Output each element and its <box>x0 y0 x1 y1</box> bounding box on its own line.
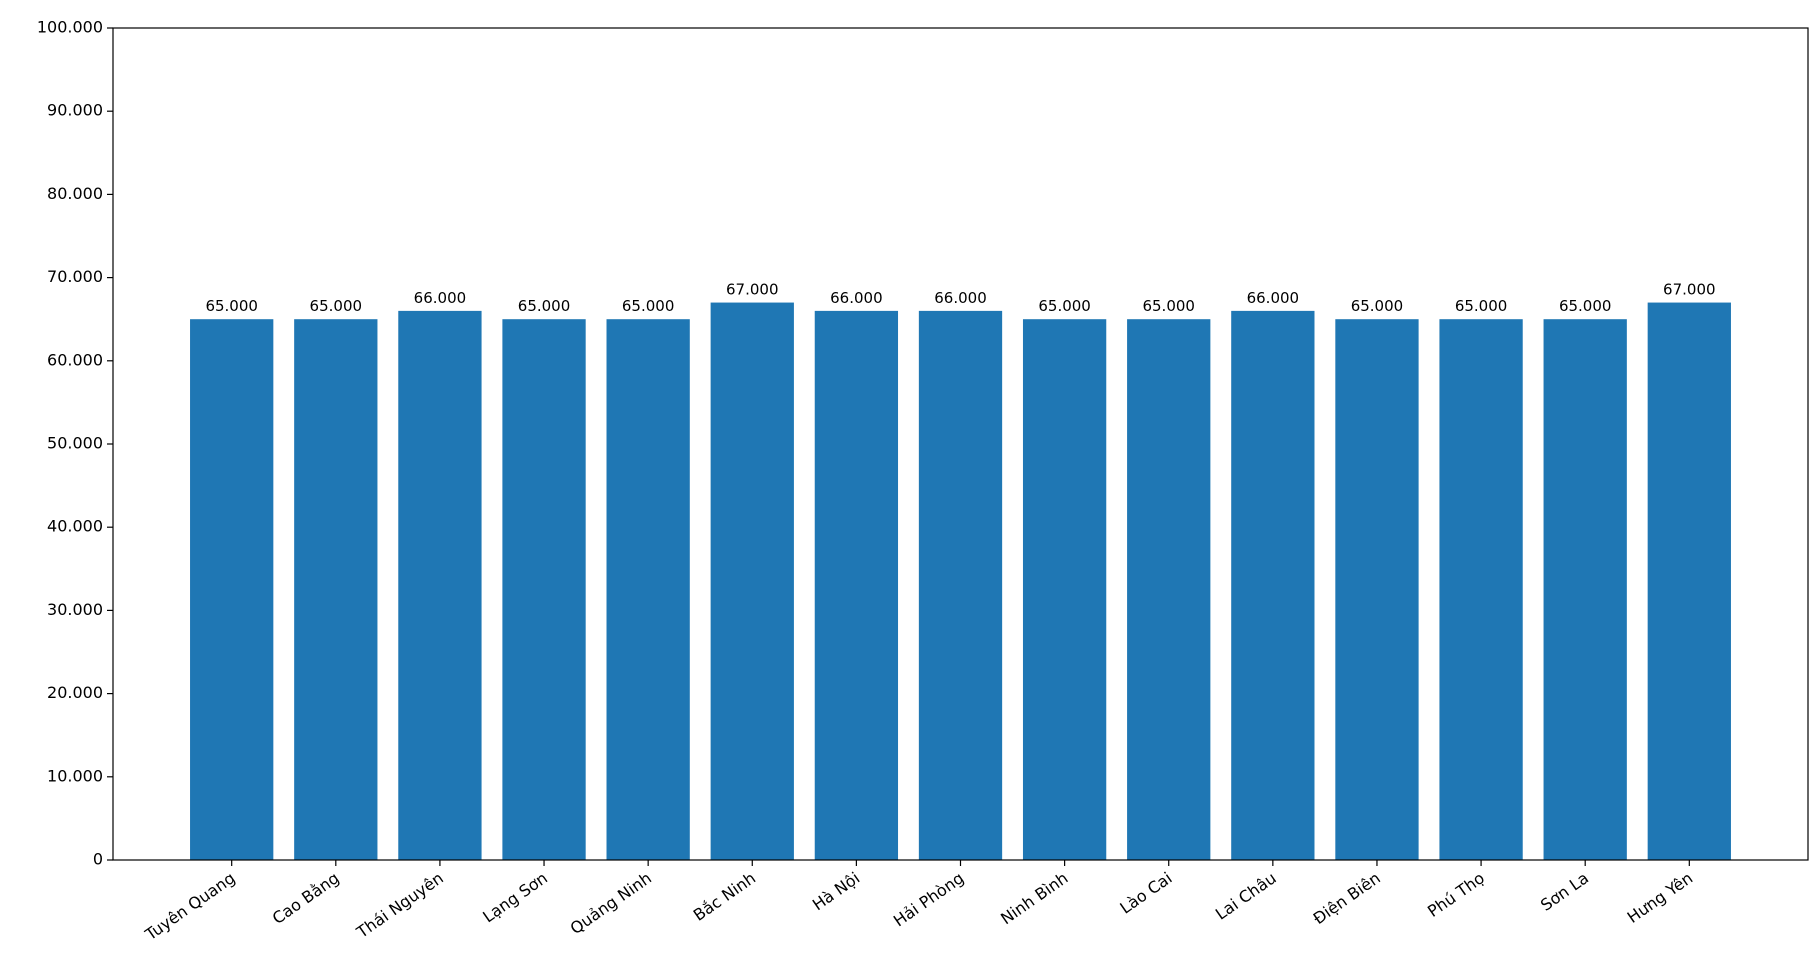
value-label: 65.000 <box>205 297 258 315</box>
value-label: 67.000 <box>1663 281 1716 299</box>
x-tick-label: Sơn La <box>1537 868 1592 914</box>
value-label: 65.000 <box>1455 297 1508 315</box>
x-tick-label: Lai Châu <box>1212 868 1280 923</box>
bar <box>606 319 690 860</box>
y-tick-label: 20.000 <box>47 683 103 702</box>
x-tick-label: Lạng Sơn <box>479 868 551 926</box>
x-tick-label: Cao Bằng <box>269 868 343 928</box>
bar <box>190 319 274 860</box>
y-tick-label: 100.000 <box>37 18 103 37</box>
value-label: 65.000 <box>622 297 675 315</box>
value-label: 66.000 <box>934 289 987 307</box>
bar <box>814 310 899 860</box>
x-tick-label: Phú Thọ <box>1424 868 1488 921</box>
x-tick-label: Thái Nguyên <box>352 868 446 942</box>
plot-frame <box>112 27 1809 861</box>
bar <box>1439 319 1523 860</box>
bar <box>1647 302 1731 860</box>
x-tick-label: Hưng Yên <box>1624 868 1696 927</box>
x-tick-label: Quảng Ninh <box>567 868 655 938</box>
x-tick-label: Tuyên Quang <box>141 868 239 944</box>
value-label: 66.000 <box>414 289 467 307</box>
value-label: 65.000 <box>1142 297 1195 315</box>
value-label: 67.000 <box>726 281 779 299</box>
bar <box>294 319 378 860</box>
y-tick-label: 10.000 <box>47 766 103 785</box>
x-tick-label: Lào Cai <box>1116 868 1175 917</box>
bar <box>1543 319 1627 860</box>
value-label: 65.000 <box>518 297 571 315</box>
bar <box>918 310 1003 860</box>
value-label: 65.000 <box>1038 297 1091 315</box>
value-label: 66.000 <box>830 289 883 307</box>
bar <box>502 319 586 860</box>
value-label: 65.000 <box>1351 297 1404 315</box>
bar <box>710 302 794 860</box>
value-label: 66.000 <box>1247 289 1300 307</box>
bar <box>398 310 482 860</box>
y-tick-label: 90.000 <box>47 101 103 120</box>
y-tick-label: 70.000 <box>47 267 103 286</box>
bar <box>1022 319 1107 860</box>
y-tick-label: 40.000 <box>47 517 103 536</box>
bar <box>1231 310 1315 860</box>
bar <box>1335 319 1419 860</box>
x-tick-label: Điện Biên <box>1310 868 1384 928</box>
value-label: 65.000 <box>1559 297 1612 315</box>
value-label: 65.000 <box>310 297 363 315</box>
y-tick-label: 30.000 <box>47 600 103 619</box>
x-tick-label: Hải Phòng <box>890 868 967 930</box>
y-tick-label: 0 <box>93 850 103 869</box>
y-tick-label: 80.000 <box>47 184 103 203</box>
x-tick-label: Bắc Ninh <box>690 868 759 924</box>
bar <box>1127 319 1211 860</box>
y-tick-label: 50.000 <box>47 434 103 453</box>
x-tick-label: Ninh Bình <box>997 868 1071 928</box>
y-tick-label: 60.000 <box>47 350 103 369</box>
x-tick-label: Hà Nội <box>809 868 863 914</box>
